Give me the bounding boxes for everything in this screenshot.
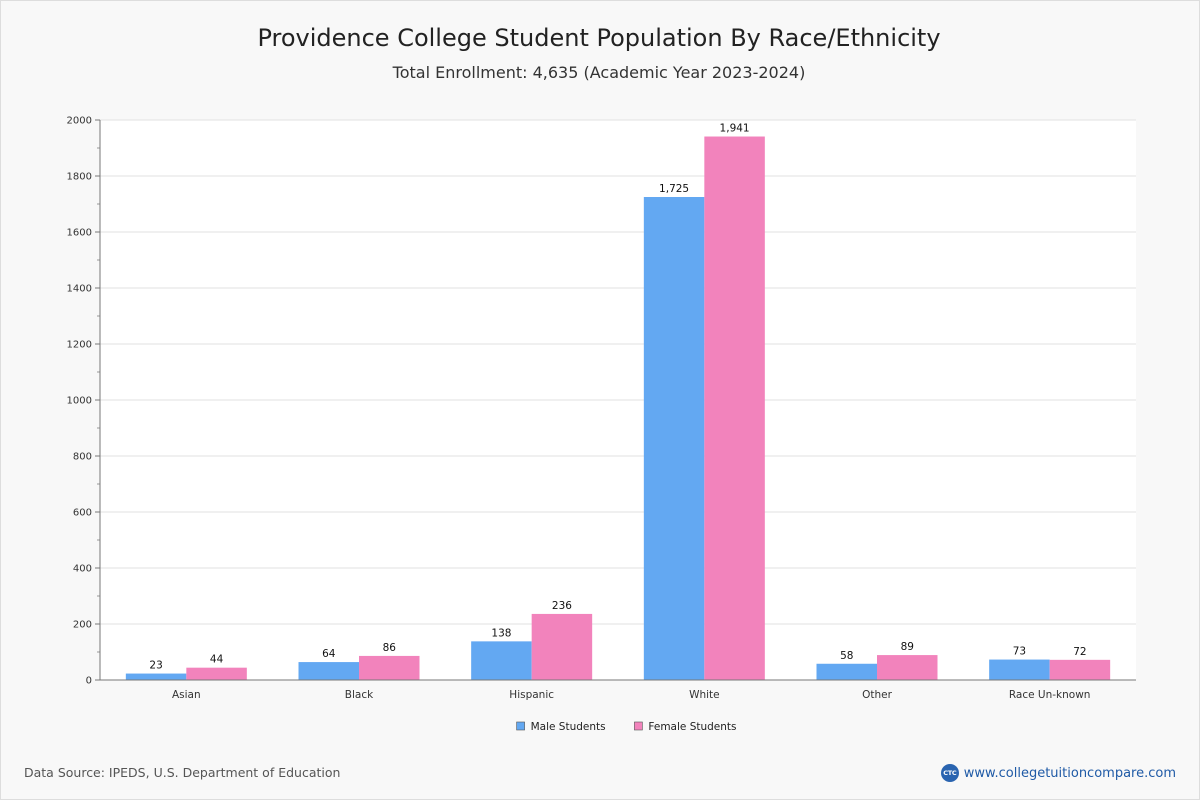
y-tick-label: 1000 <box>67 396 92 407</box>
x-tick-label: Black <box>345 689 374 701</box>
data-label: 86 <box>383 642 397 654</box>
data-label: 64 <box>322 648 336 660</box>
x-tick-label: Race Un-known <box>1009 689 1091 701</box>
bar-female <box>877 655 938 680</box>
bar-male <box>298 662 359 680</box>
y-tick-label: 2000 <box>67 116 92 127</box>
bar-male <box>125 673 187 680</box>
y-tick-label: 600 <box>73 508 92 519</box>
chart-subtitle: Total Enrollment: 4,635 (Academic Year 2… <box>392 63 806 82</box>
legend-label: Male Students <box>531 721 606 733</box>
x-tick-label: Asian <box>172 689 201 701</box>
bar-male <box>471 641 532 680</box>
brand-link[interactable]: CTC www.collegetuitioncompare.com <box>940 764 1176 782</box>
legend-swatch <box>634 721 643 731</box>
y-tick-label: 200 <box>73 620 92 631</box>
x-tick-label: White <box>689 689 720 701</box>
y-tick-label: 1800 <box>67 172 92 183</box>
data-label: 1,941 <box>720 123 750 135</box>
x-tick-label: Hispanic <box>509 689 554 701</box>
brand-url[interactable]: www.collegetuitioncompare.com <box>963 765 1176 781</box>
data-label: 58 <box>840 650 853 662</box>
data-label: 44 <box>210 654 224 666</box>
y-tick-label: 400 <box>73 564 92 575</box>
data-label: 236 <box>552 600 572 612</box>
bar-female <box>1049 659 1111 680</box>
bar-male <box>643 197 705 680</box>
data-label: 72 <box>1073 646 1086 658</box>
bar-female <box>359 655 420 680</box>
data-label: 138 <box>491 627 511 639</box>
bar-female <box>531 613 593 680</box>
data-label: 89 <box>901 641 914 653</box>
bar-female <box>186 667 247 680</box>
ctc-logo-icon: CTC <box>940 764 959 782</box>
legend-swatch <box>516 721 525 731</box>
data-label: 73 <box>1013 646 1026 658</box>
legend-label: Female Students <box>648 721 736 733</box>
x-tick-label: Other <box>862 689 892 701</box>
data-label: 23 <box>149 660 162 672</box>
y-tick-label: 1400 <box>67 284 92 295</box>
data-label: 1,725 <box>659 183 689 195</box>
bar-female <box>704 136 765 680</box>
data-source-note: Data Source: IPEDS, U.S. Department of E… <box>24 765 341 780</box>
bar-male <box>816 663 877 680</box>
y-tick-label: 800 <box>73 452 92 463</box>
y-tick-label: 1200 <box>67 340 92 351</box>
chart-title: Providence College Student Population By… <box>257 24 941 52</box>
y-tick-label: 1600 <box>67 228 92 239</box>
bar-male <box>989 659 1050 680</box>
y-tick-label: 0 <box>86 676 92 687</box>
